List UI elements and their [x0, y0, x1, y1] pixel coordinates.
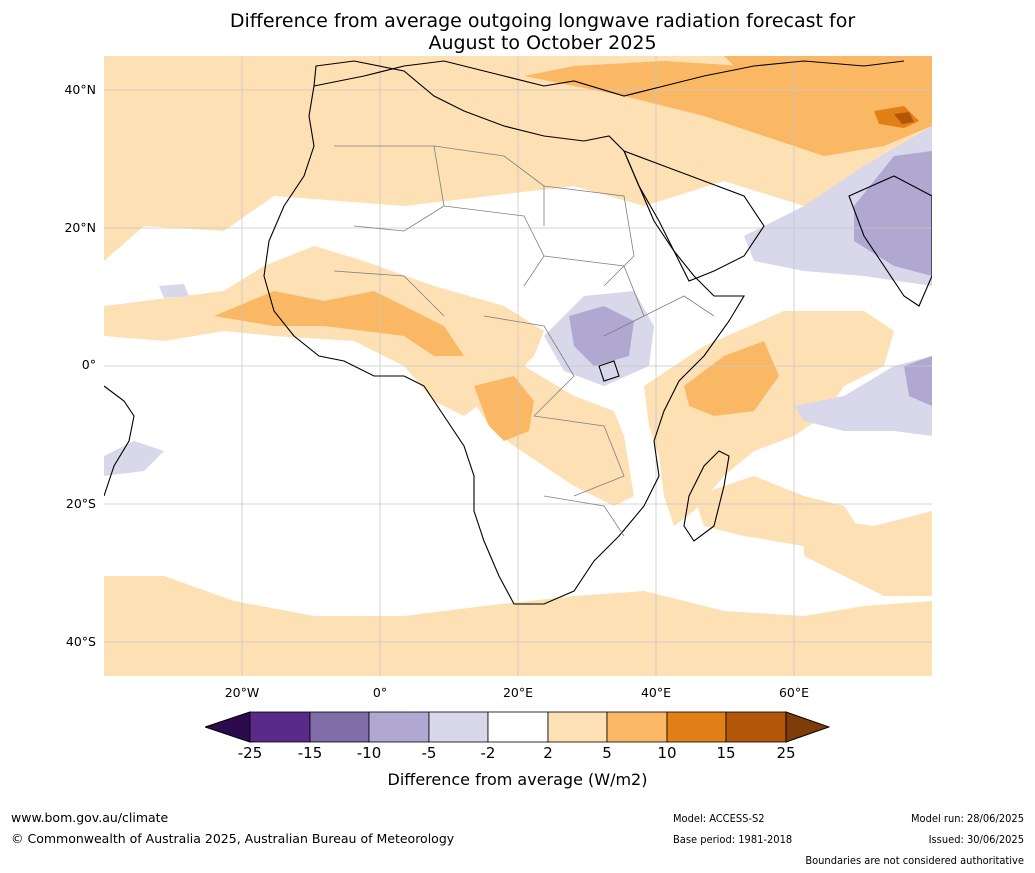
- colorbar: [205, 711, 830, 743]
- colorbar-high-extend: [785, 711, 830, 743]
- colorbar-tick: 15: [716, 744, 736, 762]
- lon-label-20w: 20°W: [224, 685, 260, 700]
- colorbar-bin-2: [309, 711, 370, 743]
- anomaly-fill-medium-orange: [214, 56, 932, 441]
- lat-label-0: 0°: [81, 357, 96, 372]
- map-title: Difference from average outgoing longwav…: [0, 10, 1035, 54]
- colorbar-bin-5: [487, 711, 549, 743]
- colorbar-bin-8: [666, 711, 727, 743]
- colorbar-bin-1: [249, 711, 311, 743]
- boundaries-disclaimer: Boundaries are not considered authoritat…: [805, 854, 1024, 867]
- anomaly-fill-brown: [894, 112, 914, 124]
- colorbar-bin-7: [606, 711, 668, 743]
- map-canvas: [104, 56, 932, 676]
- colorbar-bin-6: [547, 711, 608, 743]
- base-period: Base period: 1981-2018: [673, 833, 793, 846]
- colorbar-tick: -5: [421, 744, 437, 762]
- colorbar-low-extend: [205, 711, 251, 743]
- anomaly-fill-medium-purple: [569, 151, 932, 406]
- colorbar-title: Difference from average (W/m2): [387, 770, 648, 789]
- lon-label-0: 0°: [372, 685, 388, 700]
- copyright-text: © Commonwealth of Australia 2025, Austra…: [11, 831, 455, 846]
- title-line-1: Difference from average outgoing longwav…: [229, 10, 856, 32]
- colorbar-tick: 2: [543, 744, 553, 762]
- lon-label-20e: 20°E: [502, 685, 534, 700]
- website-link[interactable]: www.bom.gov.au/climate: [11, 810, 169, 825]
- graticule: [104, 56, 932, 676]
- lon-label-60e: 60°E: [778, 685, 810, 700]
- colorbar-bin-4: [428, 711, 489, 743]
- colorbar-tick: -25: [237, 744, 263, 762]
- lat-label-20s: 20°S: [65, 496, 96, 511]
- colorbar-tick: 25: [776, 744, 796, 762]
- map-panel: [104, 56, 932, 676]
- colorbar-tick: 5: [602, 744, 612, 762]
- country-borders: [333, 145, 715, 537]
- lat-label-40n: 40°N: [64, 82, 96, 97]
- colorbar-bin-3: [368, 711, 430, 743]
- title-line-2: August to October 2025: [428, 32, 657, 54]
- model-name: Model: ACCESS-S2: [673, 812, 765, 825]
- coastlines: [104, 60, 932, 605]
- lat-label-40s: 40°S: [65, 634, 96, 649]
- colorbar-tick: -2: [480, 744, 496, 762]
- colorbar-tick: 10: [657, 744, 677, 762]
- colorbar-tick: -15: [297, 744, 323, 762]
- model-run-date: Model run: 28/06/2025: [911, 812, 1024, 825]
- colorbar-tick: -10: [356, 744, 382, 762]
- colorbar-bin-9: [725, 711, 787, 743]
- lat-label-20n: 20°N: [64, 220, 96, 235]
- issued-date: Issued: 30/06/2025: [928, 833, 1024, 846]
- lon-label-40e: 40°E: [640, 685, 672, 700]
